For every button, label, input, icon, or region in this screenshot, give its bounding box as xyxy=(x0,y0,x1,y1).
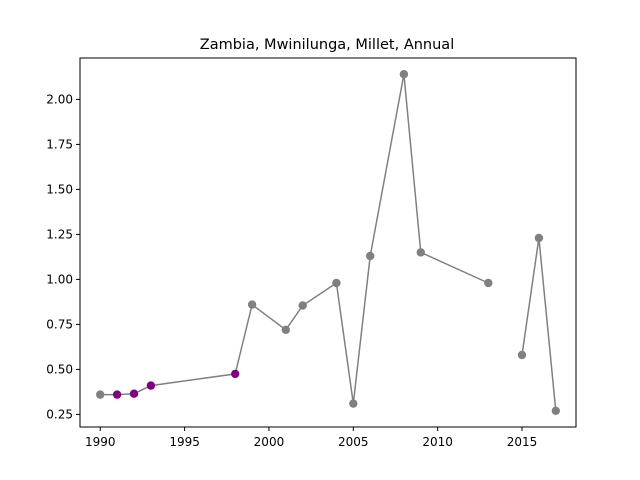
data-point xyxy=(231,369,240,379)
series-line-segment-2 xyxy=(521,237,557,411)
x-tick-label: 1990 xyxy=(85,435,116,449)
data-point xyxy=(281,325,290,334)
data-point xyxy=(146,381,156,390)
series-points xyxy=(96,70,560,415)
x-tick-label: 1995 xyxy=(169,435,200,449)
x-tick-label: 2010 xyxy=(422,435,453,449)
data-point xyxy=(517,350,527,360)
y-tick-label: 0.50 xyxy=(46,362,73,376)
data-point xyxy=(96,390,105,399)
x-tick-label: 2000 xyxy=(254,435,285,449)
series-line-segment-1 xyxy=(100,74,489,404)
y-tick-label: 1.75 xyxy=(46,137,73,151)
data-point xyxy=(129,389,139,398)
chart-title: Zambia, Mwinilunga, Millet, Annual xyxy=(200,37,454,53)
data-point xyxy=(332,278,341,288)
data-point xyxy=(484,278,493,288)
y-tick-label: 0.25 xyxy=(46,407,73,421)
data-point xyxy=(551,406,560,415)
data-point xyxy=(247,300,257,309)
data-point xyxy=(416,248,425,257)
data-point xyxy=(366,251,375,261)
data-point xyxy=(534,233,544,243)
y-axis-ticks: 0.25 0.50 0.75 1.00 1.25 1.50 1.75 2.00 xyxy=(46,92,80,421)
data-point xyxy=(349,399,358,408)
x-tick-label: 2005 xyxy=(338,435,369,449)
axes-frame xyxy=(79,57,577,428)
data-point xyxy=(112,390,122,399)
series-lines xyxy=(100,74,557,411)
x-axis-ticks: 1990 1995 2000 2005 2010 2015 xyxy=(85,427,537,449)
y-tick-label: 1.50 xyxy=(46,182,73,196)
data-point xyxy=(298,301,307,310)
y-tick-label: 0.75 xyxy=(46,317,73,331)
x-tick-label: 2015 xyxy=(507,435,538,449)
y-tick-label: 1.00 xyxy=(46,272,73,286)
y-tick-label: 1.25 xyxy=(46,227,73,241)
data-point xyxy=(399,70,409,79)
y-tick-label: 2.00 xyxy=(46,92,73,106)
